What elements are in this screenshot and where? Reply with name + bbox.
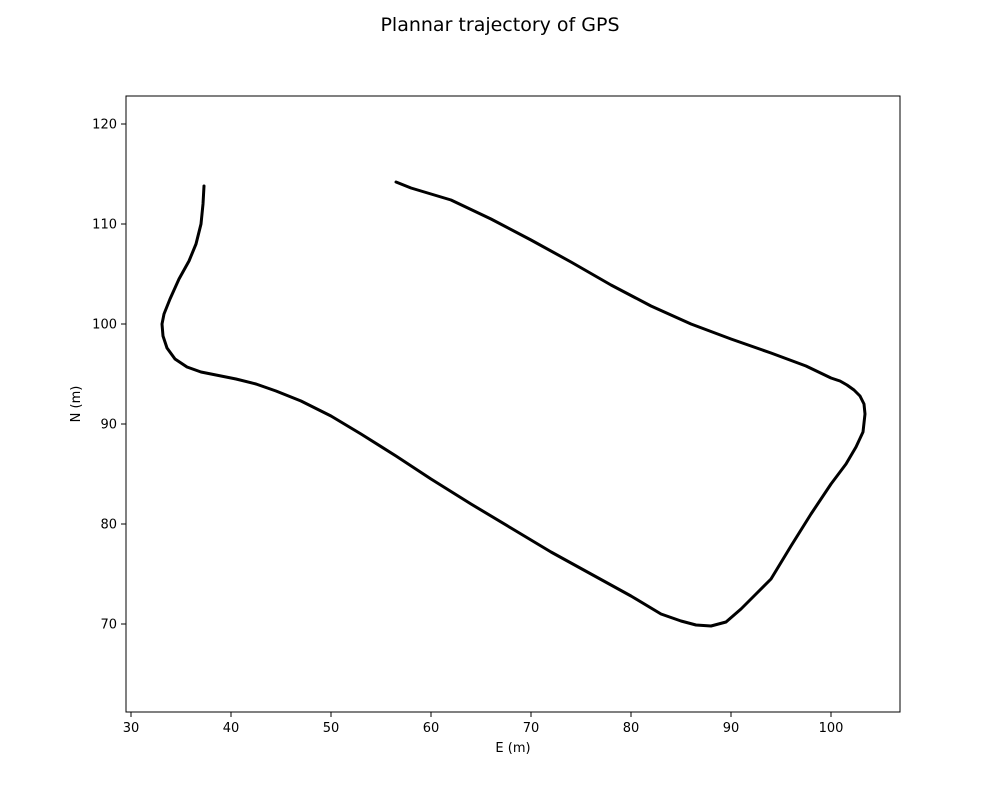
trajectory-line-0 xyxy=(160,180,867,628)
y-tick-label: 70 xyxy=(100,618,117,633)
x-tick-label: 40 xyxy=(223,721,240,736)
plot-area xyxy=(160,180,867,628)
y-axis-label: N (m) xyxy=(69,386,84,423)
y-tick-label: 110 xyxy=(92,218,117,233)
x-tick-label: 80 xyxy=(623,721,640,736)
x-axis-label: E (m) xyxy=(495,741,530,756)
x-tick-label: 60 xyxy=(423,721,440,736)
y-tick-label: 120 xyxy=(92,118,117,133)
axes-frame xyxy=(125,95,901,713)
chart-title: Plannar trajectory of GPS xyxy=(380,14,619,36)
x-tick-label: 100 xyxy=(819,721,844,736)
y-tick-label: 90 xyxy=(100,418,117,433)
x-tick-label: 70 xyxy=(523,721,540,736)
y-tick-label: 80 xyxy=(100,518,117,533)
x-tick-label: 30 xyxy=(123,721,140,736)
axes: 30 40 50 60 70 80 90 100 70 80 90 100 110 120 xyxy=(92,95,901,736)
x-tick-label: 90 xyxy=(723,721,740,736)
y-tick-label: 100 xyxy=(92,318,117,333)
x-tick-label: 50 xyxy=(323,721,340,736)
